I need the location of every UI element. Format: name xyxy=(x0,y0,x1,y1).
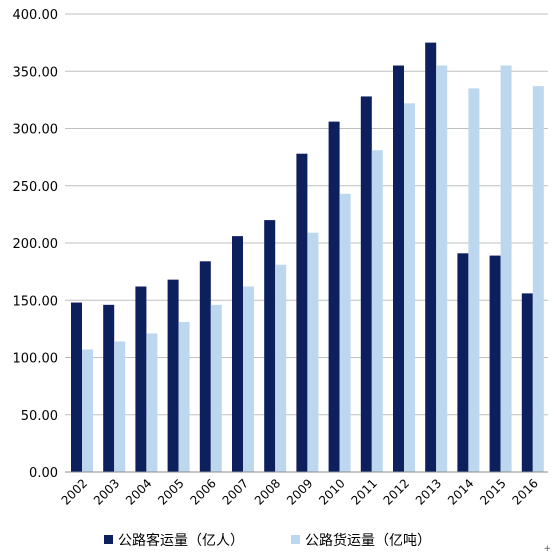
bars xyxy=(71,42,544,473)
x-tick-label: 2009 xyxy=(284,476,315,507)
y-tick-label: 100.00 xyxy=(13,352,59,367)
bar-passenger-2010 xyxy=(328,121,340,472)
bar-passenger-2003 xyxy=(103,304,115,472)
legend-swatch-freight xyxy=(291,535,300,544)
bar-passenger-2007 xyxy=(232,236,243,472)
bar-passenger-2009 xyxy=(296,153,308,472)
bar-freight-2012 xyxy=(404,103,415,472)
x-tick-label: 2002 xyxy=(59,476,90,507)
x-tick-label: 2003 xyxy=(91,476,122,507)
bar-freight-2002 xyxy=(82,349,93,472)
bar-freight-2005 xyxy=(178,322,190,472)
x-tick-label: 2007 xyxy=(220,476,251,507)
legend-label-freight: 公路货运量（亿吨） xyxy=(305,532,431,549)
x-tick-label: 2012 xyxy=(381,476,412,507)
y-tick-label: 400.00 xyxy=(13,8,59,23)
bar-freight-2006 xyxy=(210,304,222,472)
x-tick-label: 2010 xyxy=(316,476,347,507)
y-tick-label: 200.00 xyxy=(13,237,59,252)
legend: 公路客运量（亿人） 公路货运量（亿吨） xyxy=(104,532,431,549)
bar-passenger-2013 xyxy=(425,42,437,472)
y-tick-label: 150.00 xyxy=(13,294,59,309)
bar-freight-2014 xyxy=(468,88,480,473)
bar-freight-2016 xyxy=(532,86,544,472)
legend-swatch-passenger xyxy=(104,535,113,544)
x-axis-ticks: 2002 2003 2004 2005 2006 2007 2008 2009 2010 2011… xyxy=(59,476,541,507)
x-tick-label: 2008 xyxy=(252,476,283,507)
x-tick-label: 2011 xyxy=(348,476,379,507)
x-tick-label: 2005 xyxy=(155,476,186,507)
x-tick-label: 2016 xyxy=(509,476,540,507)
bar-freight-2007 xyxy=(243,286,254,472)
bar-passenger-2014 xyxy=(457,253,469,472)
bar-freight-2013 xyxy=(436,65,448,473)
x-tick-label: 2004 xyxy=(123,476,154,507)
y-axis-ticks: 0.00 50.00 100.00 150.00 200.00 250.00 300.00 3… xyxy=(13,8,59,481)
bar-freight-2011 xyxy=(371,150,383,472)
y-tick-label: 250.00 xyxy=(13,180,59,195)
x-tick-label: 2015 xyxy=(477,476,508,507)
bar-freight-2015 xyxy=(500,65,512,473)
bar-passenger-2002 xyxy=(71,302,82,472)
y-tick-label: 300.00 xyxy=(13,123,59,138)
legend-label-passenger: 公路客运量（亿人） xyxy=(118,532,244,549)
x-tick-label: 2013 xyxy=(413,476,444,507)
bar-passenger-2004 xyxy=(135,286,147,472)
footnote-mark: + xyxy=(543,544,551,554)
x-tick-label: 2006 xyxy=(187,476,218,507)
bar-passenger-2015 xyxy=(489,255,501,472)
y-tick-label: 350.00 xyxy=(13,65,59,80)
bar-freight-2009 xyxy=(307,232,319,472)
bar-freight-2004 xyxy=(146,333,158,472)
bar-freight-2008 xyxy=(275,264,287,472)
bar-freight-2010 xyxy=(339,193,351,472)
y-tick-label: 0.00 xyxy=(29,466,58,481)
bar-passenger-2016 xyxy=(521,293,533,472)
bar-passenger-2011 xyxy=(360,96,372,472)
x-tick-label: 2014 xyxy=(445,476,476,507)
bar-passenger-2005 xyxy=(167,279,179,472)
bar-passenger-2008 xyxy=(264,220,276,472)
y-tick-label: 50.00 xyxy=(21,409,58,424)
bar-passenger-2012 xyxy=(393,65,404,473)
bar-freight-2003 xyxy=(114,341,126,472)
bar-passenger-2006 xyxy=(199,261,211,472)
